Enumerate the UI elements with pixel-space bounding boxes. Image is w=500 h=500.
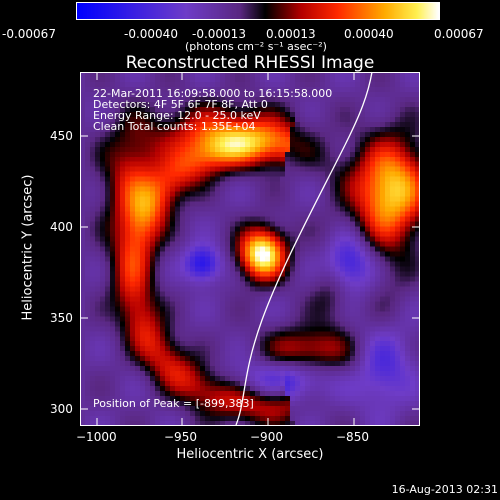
x-axis-label: Heliocentric X (arcsec)	[176, 447, 324, 462]
y-tick-label: 350	[50, 311, 73, 325]
colorbar-tick-labels: -0.00067 -0.00040 -0.00013 0.00013 0.000…	[0, 27, 500, 43]
colorbar	[76, 2, 440, 20]
clean-total-counts: Clean Total counts: 1.35E+04	[93, 120, 256, 133]
x-tick-label: −1000	[76, 430, 117, 444]
y-tick-label: 450	[50, 129, 73, 143]
image-title: Reconstructed RHESSI Image	[125, 53, 375, 73]
y-tick-label: 400	[50, 220, 73, 234]
x-tick-label: −850	[336, 430, 369, 444]
colorbar-unit: (photons cm⁻² s⁻¹ asec⁻²)	[185, 40, 327, 53]
colorbar-tick: 0.00013	[266, 27, 316, 41]
timestamp-footer: 16-Aug-2013 02:31	[391, 483, 498, 496]
colorbar-tick: 0.00067	[434, 27, 484, 41]
x-tick-label: −900	[250, 430, 283, 444]
colorbar-tick: 0.00040	[344, 27, 394, 41]
x-tick-label: −950	[164, 430, 197, 444]
colorbar-tick: -0.00067	[2, 27, 56, 41]
time-range: 22-Mar-2011 16:09:58.000 to 16:15:58.000	[93, 87, 333, 100]
y-tick-label: 300	[50, 402, 73, 416]
colorbar-tick: -0.00040	[124, 27, 178, 41]
energy-range: Energy Range: 12.0 - 25.0 keV	[93, 109, 261, 122]
detectors: Detectors: 4F 5F 6F 7F 8F, Att 0	[93, 98, 268, 111]
peak-position: Position of Peak = [-899,383]	[93, 397, 254, 410]
y-axis-label: Heliocentric Y (arcsec)	[20, 174, 36, 321]
colorbar-tick: -0.00013	[192, 27, 246, 41]
